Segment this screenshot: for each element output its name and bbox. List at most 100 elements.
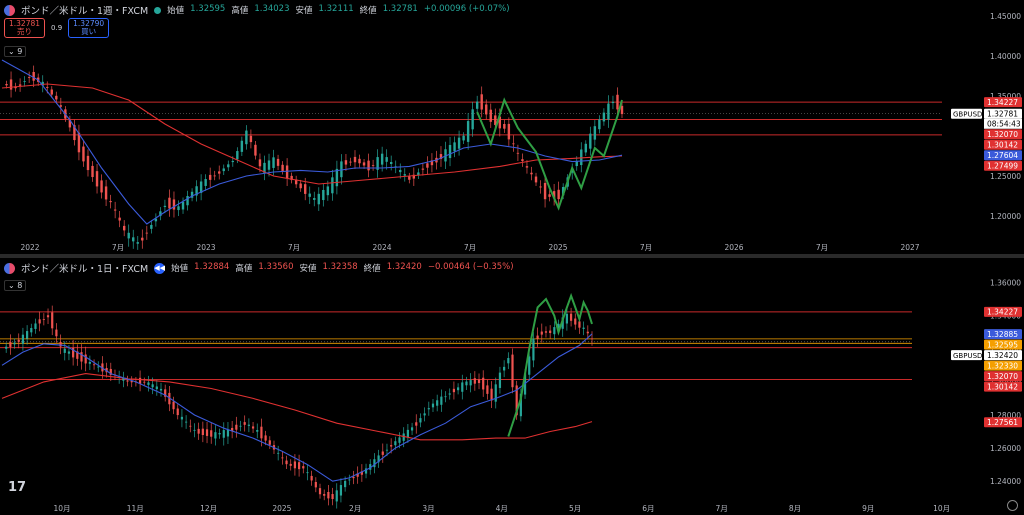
candle-body: [118, 217, 121, 221]
candle-body: [490, 388, 493, 401]
ohlc-value: 1.32595: [190, 4, 226, 14]
candle-body: [507, 358, 510, 364]
candle-body: [503, 366, 506, 371]
candle-body: [172, 401, 175, 410]
candle-body: [231, 427, 234, 432]
candle-body: [377, 455, 380, 463]
candle-body: [322, 189, 325, 201]
candle-body: [348, 479, 351, 481]
price-tag-label: 1.34227: [987, 308, 1018, 317]
price-tag-label: 1.32595: [987, 340, 1018, 349]
x-tick-label: 2月: [349, 504, 361, 513]
candle-body: [580, 149, 583, 166]
price-tag: [984, 339, 1022, 350]
candle-body: [390, 445, 393, 447]
candle-body: [197, 428, 200, 434]
candle-body: [598, 119, 601, 130]
candle-body: [267, 160, 271, 170]
price-tag-label: 1.32070: [987, 130, 1018, 139]
tradingview-logo[interactable]: 17: [8, 480, 27, 495]
candle-body: [235, 424, 238, 430]
indicator-collapse-button[interactable]: ⌄ 9: [4, 46, 27, 57]
candle-body: [109, 368, 112, 375]
candle-body: [80, 352, 83, 362]
candle-body: [486, 385, 489, 394]
ohlc-key: 高値: [231, 6, 249, 16]
price-tag: [984, 139, 1022, 150]
sell-button[interactable]: 1.32781 売り: [4, 18, 46, 38]
gear-icon[interactable]: [1007, 500, 1018, 511]
fast-moving-average-line: [1, 59, 623, 225]
candle-body: [536, 335, 539, 339]
candle-body: [403, 174, 406, 176]
fast-forward-icon[interactable]: ◀◀: [154, 262, 166, 274]
x-tick-label: 10月: [933, 504, 950, 513]
ohlc-value: 1.33560: [258, 262, 294, 272]
x-tick-label: 2024: [372, 243, 391, 252]
x-tick-label: 2026: [724, 243, 743, 252]
price-tag-label: 1.27604: [987, 151, 1018, 160]
candle-body: [304, 184, 307, 194]
x-tick-label: 2025: [548, 243, 567, 252]
x-tick-label: 7月: [716, 504, 728, 513]
candle-body: [195, 186, 198, 196]
candle-body: [46, 315, 50, 318]
weekly-chart-canvas[interactable]: 1.450001.400001.350001.300001.250001.200…: [0, 0, 1024, 254]
candle-body: [245, 130, 248, 145]
price-tag: [984, 97, 1022, 108]
candle-body: [369, 464, 372, 470]
symbol-flag-icon: [4, 262, 15, 274]
x-tick-label: 7月: [112, 243, 124, 252]
ohlc-value: 1.32358: [322, 262, 358, 272]
candle-body: [340, 161, 343, 178]
candle-body: [201, 428, 204, 436]
candle-body: [339, 485, 343, 496]
candle-body: [574, 318, 577, 325]
weekly-chart-title[interactable]: ポンド／米ドル・1週・FXCM: [21, 6, 149, 17]
daily-legend: ポンド／米ドル・1日・FXCM ◀◀ 始値 1.32884 高値 1.33560 安値 1…: [4, 261, 514, 275]
daily-chart-title[interactable]: ポンド／米ドル・1日・FXCM: [21, 264, 149, 275]
price-tag: [984, 150, 1022, 161]
candle-body: [5, 346, 8, 349]
candle-body: [186, 196, 189, 206]
candle-body: [256, 430, 259, 432]
candle-body: [544, 331, 548, 333]
daily-chart-pane[interactable]: 1.360001.340001.320001.300001.280001.260…: [0, 258, 1024, 515]
price-tag-label: 1.27499: [987, 162, 1018, 171]
pane-separator[interactable]: [0, 254, 1024, 258]
candle-body: [299, 183, 302, 189]
candle-body: [97, 366, 100, 368]
candle-body: [448, 393, 451, 395]
candle-body: [50, 89, 53, 95]
candle-body: [46, 86, 49, 88]
candle-body: [240, 140, 244, 152]
candle-body: [394, 441, 397, 446]
candle-body: [27, 77, 31, 78]
trade-buttons: 1.32781 売り 0.9 1.32790 買い: [4, 18, 110, 38]
symbol-tag-label: GBPUSD: [953, 352, 982, 360]
buy-button[interactable]: 1.32790 買い: [68, 18, 110, 38]
ohlc-value: −0.00464 (−0.35%): [427, 262, 514, 272]
indicator-collapse-button[interactable]: ⌄ 8: [4, 280, 27, 291]
buy-price: 1.32790: [73, 19, 105, 28]
symbol-tag: [951, 350, 982, 361]
candle-body: [51, 312, 54, 329]
y-tick-label: 1.36000: [990, 279, 1021, 288]
candle-body: [130, 381, 133, 383]
candle-body: [427, 408, 430, 410]
candle-body: [213, 175, 216, 177]
candle-body: [150, 224, 153, 229]
ohlc-value: 1.32420: [386, 262, 422, 272]
price-tag-label: 1.32781: [987, 110, 1018, 119]
weekly-chart-pane[interactable]: 1.450001.400001.350001.300001.250001.200…: [0, 0, 1024, 254]
symbol-tag: [951, 108, 982, 119]
x-tick-label: 2027: [900, 243, 919, 252]
daily-chart-canvas[interactable]: 1.360001.340001.320001.300001.280001.260…: [0, 258, 1024, 515]
candle-body: [214, 432, 217, 439]
candle-body: [525, 166, 529, 168]
symbol-flag-icon: [4, 4, 15, 16]
x-tick-label: 2023: [196, 243, 215, 252]
drawn-pattern-line: [476, 97, 623, 211]
market-open-icon: [154, 6, 162, 14]
candle-body: [126, 380, 129, 382]
